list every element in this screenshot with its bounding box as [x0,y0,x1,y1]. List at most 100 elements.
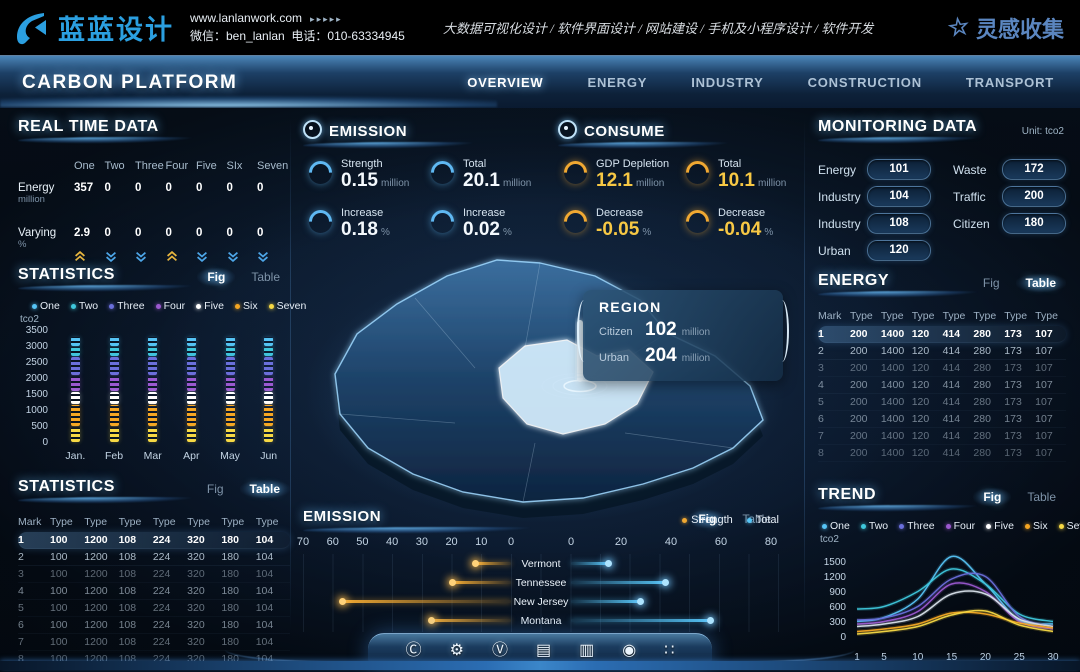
legend-item-total[interactable]: Total [746,514,779,526]
tab-fig[interactable]: Fig [982,276,1000,290]
fig-table-tabs: Fig Table [967,274,1066,292]
table-row[interactable]: 4 200 1400 120 414 280 173 107 [818,377,1066,394]
badge-c-icon[interactable]: Ⓒ [405,641,422,659]
table-row[interactable]: 3 200 1400 120 414 280 173 107 [818,360,1066,377]
statistics-legend: One Two Three Four Five Six Seven [32,300,306,312]
tab-fig[interactable]: Fig [206,482,224,496]
emission-panel: EMISSION Strength 0.15 million Total 20.1 mil… [303,120,553,243]
monitoring-col-left: Energy 101 Industry 104 Industry 108 Urban 120 [818,156,931,264]
legend-item-two[interactable]: Two [860,520,888,532]
energy-data-table: Mark Type Type Type Type Type Type Type 1 200 1400… [818,308,1066,462]
legend-item-five[interactable]: Five [196,300,224,312]
nut-icon[interactable]: ◉ [622,641,637,659]
tab-table[interactable]: Table [742,512,771,526]
cell-value: 0 [257,227,264,239]
table-row[interactable]: 2 100 1200 108 224 320 180 104 [18,549,290,566]
gear-icon[interactable]: ⚙ [449,641,464,659]
legend-item-three[interactable]: Three [899,520,935,532]
trend-line-seven [856,609,1054,635]
legend-item-strength[interactable]: Strength [682,514,733,526]
legend-item-one[interactable]: One [822,520,850,532]
tab-table[interactable]: Table [251,270,280,284]
legend-item-seven[interactable]: Seven [268,300,306,312]
arc-icon [304,156,337,189]
inspiration-collect[interactable]: ☆ 灵感收集 [947,12,1064,44]
badge-v-icon[interactable]: Ⓥ [491,641,508,659]
category-label: Tennessee [515,577,567,589]
nav-item-industry[interactable]: INDUSTRY [691,75,764,90]
brand-name: 蓝蓝设计 [58,15,174,45]
legend-item-four[interactable]: Four [155,300,185,312]
metric-row: Waste 172 [953,156,1066,183]
legend-item-six[interactable]: Six [1025,520,1048,532]
table-row[interactable]: 7 100 1200 108 224 320 180 104 [18,634,290,651]
legend-item-five[interactable]: Five [986,520,1014,532]
nav-item-transport[interactable]: TRANSPORT [965,75,1054,90]
tab-fig[interactable]: Fig [973,488,1012,506]
legend-item-six[interactable]: Six [235,300,258,312]
nav-item-energy[interactable]: ENERGY [587,75,648,90]
nav-item-construction[interactable]: CONSTRUCTION [807,75,922,90]
brand-logo[interactable]: 蓝蓝设计 [0,8,174,47]
row-label: Varying% [18,227,57,250]
arc-icon [559,156,592,189]
legend-item-three[interactable]: Three [109,300,145,312]
table-row[interactable]: 5 100 1200 108 224 320 180 104 [18,600,290,617]
table-row[interactable]: 3 100 1200 108 224 320 180 104 [18,566,290,583]
statistics-table-panel: STATISTICS Fig Table Mark Type Type Type Type… [18,478,290,668]
fig-table-tabs: Fig Table [967,488,1066,506]
bank-icon[interactable]: ▤ [535,641,552,659]
region-map[interactable]: REGION Citizen 102 million Urban 204 million [295,228,795,528]
fig-table-tabs: Fig Table [191,268,290,286]
stat-item: Increase 0.02% [426,205,553,243]
row-label: Energy million [18,182,55,205]
chart-window-icon[interactable]: ▥ [579,641,595,659]
services-list: 大数据可视化设计 / 软件界面设计 / 网站建设 / 手机及小程序设计 / 软件… [442,21,874,36]
table-row[interactable]: 4 100 1200 108 224 320 180 104 [18,583,290,600]
energy-panel: ENERGY Fig Table Mark Type Type Type Type Type… [818,272,1066,462]
value-pill: 172 [1002,159,1066,180]
stat-item: GDP Depletion 12.1 million [559,156,686,194]
tab-fig[interactable]: Fig [688,510,727,528]
total-bar [571,598,644,605]
tab-table[interactable]: Table [1027,490,1056,504]
column-header: One [74,160,95,172]
column-header: Two [104,160,125,172]
trend-line-four [856,582,1054,630]
legend-item-two[interactable]: Two [70,300,98,312]
arc-icon [426,156,459,189]
tab-table[interactable]: Table [239,480,290,498]
divider-left [290,118,291,630]
column-header: Four [165,160,189,172]
metric-row: Industry 104 [818,183,931,210]
table-row[interactable]: 1 200 1400 120 414 280 173 107 [818,326,1066,343]
cell-value: 0 [104,182,111,194]
tab-fig[interactable]: Fig [197,268,236,286]
table-row[interactable]: 5 200 1400 120 414 280 173 107 [818,394,1066,411]
legend-item-one[interactable]: One [32,300,60,312]
panel-title: ENERGY [818,272,890,289]
trend-line-chart: tco2 0 300 600 900 1200 1500 1 5 10 15 20 25 30 [820,534,1059,663]
monitoring-col-right: Waste 172 Traffic 200 Citizen 180 [953,156,1066,264]
cell-value: 0 [196,182,203,194]
phone-number: 电话：010-63334945 [291,29,405,43]
metric-row: Traffic 200 [953,183,1066,210]
table-row[interactable]: 6 200 1400 120 414 280 173 107 [818,411,1066,428]
stacked-bar [148,336,158,442]
apps-grid-icon[interactable]: ∷ [664,641,675,659]
table-row[interactable]: 7 200 1400 120 414 280 173 107 [818,428,1066,445]
website-link[interactable]: www.lanlanwork.com [190,11,303,25]
nav-item-overview[interactable]: OVERVIEW [467,75,544,90]
table-row[interactable]: 1 100 1200 108 224 320 180 104 [18,532,290,549]
table-row[interactable]: 8 200 1400 120 414 280 173 107 [818,445,1066,462]
table-row[interactable]: 2 200 1400 120 414 280 173 107 [818,343,1066,360]
trend-up-icon [74,250,105,262]
tab-table[interactable]: Table [1015,274,1066,292]
tooltip-row: Urban 204 million [599,345,711,366]
legend-item-four[interactable]: Four [945,520,975,532]
stat-item: Total 20.1 million [426,156,553,194]
legend-item-seven[interactable]: Seven [1058,520,1080,532]
emission-chart-panel: EMISSION Fig Table Strength Total 70 60 50 40 3… [297,508,781,632]
table-row[interactable]: 6 100 1200 108 224 320 180 104 [18,617,290,634]
value-pill: 200 [1002,186,1066,207]
